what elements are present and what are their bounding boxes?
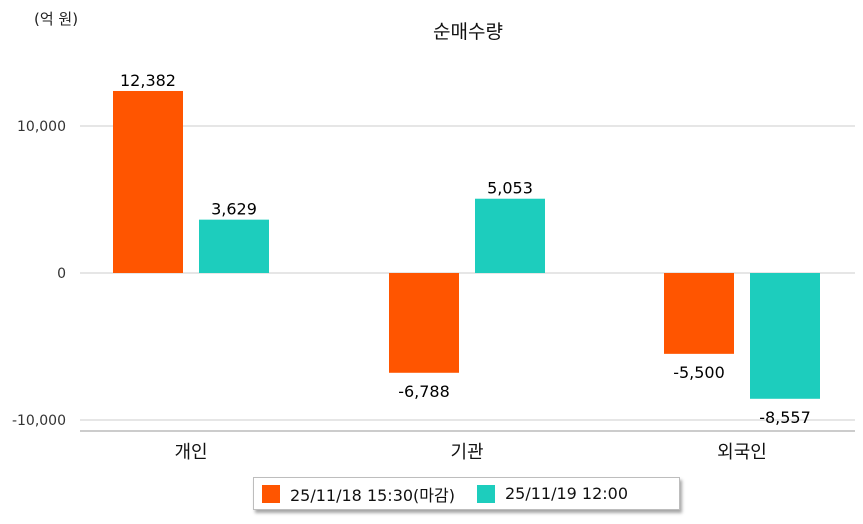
data-label: -5,500 (673, 363, 725, 382)
data-label: 12,382 (120, 71, 176, 90)
legend-item-series-2[interactable]: 25/11/19 12:00 (476, 484, 629, 503)
grid-layer (80, 125, 855, 421)
bar-1-3[interactable] (664, 273, 734, 354)
bar-1-2[interactable] (389, 273, 459, 373)
y-tick-label: 10,000 (17, 119, 66, 135)
bar-2-3[interactable] (750, 273, 820, 399)
data-label: -6,788 (398, 382, 450, 401)
y-tick-label: 0 (57, 266, 66, 282)
legend-item-series-1[interactable]: 25/11/18 15:30(마감) (262, 482, 455, 506)
x-tick-label: 개인 (174, 442, 207, 463)
y-tick-label: -10,000 (12, 413, 66, 429)
legend-label-series-2: 25/11/19 12:00 (504, 484, 629, 503)
x-tick-label: 기관 (450, 442, 483, 463)
data-label: -8,557 (759, 408, 811, 427)
legend-label-series-1: 25/11/18 15:30(마감) (290, 485, 455, 505)
legend-swatch-series-2 (476, 484, 495, 503)
label-layer: 10,000 0 -10,000 12,382 3,629 개인 -6,788 5,053 기관… (12, 71, 811, 463)
data-label: 3,629 (211, 200, 257, 219)
bar-1-1[interactable] (113, 90, 183, 274)
x-tick-label: 외국인 (717, 442, 767, 463)
bar-layer (113, 90, 820, 399)
chart-title: 순매수량 (433, 21, 503, 43)
bar-2-2[interactable] (475, 198, 545, 273)
data-label: 5,053 (487, 179, 533, 198)
unit-label: (억 원) (34, 10, 78, 28)
bar-2-1[interactable] (199, 219, 269, 273)
legend: 25/11/18 15:30(마감) 25/11/19 12:00 (253, 477, 680, 510)
legend-swatch-series-1 (262, 484, 280, 503)
